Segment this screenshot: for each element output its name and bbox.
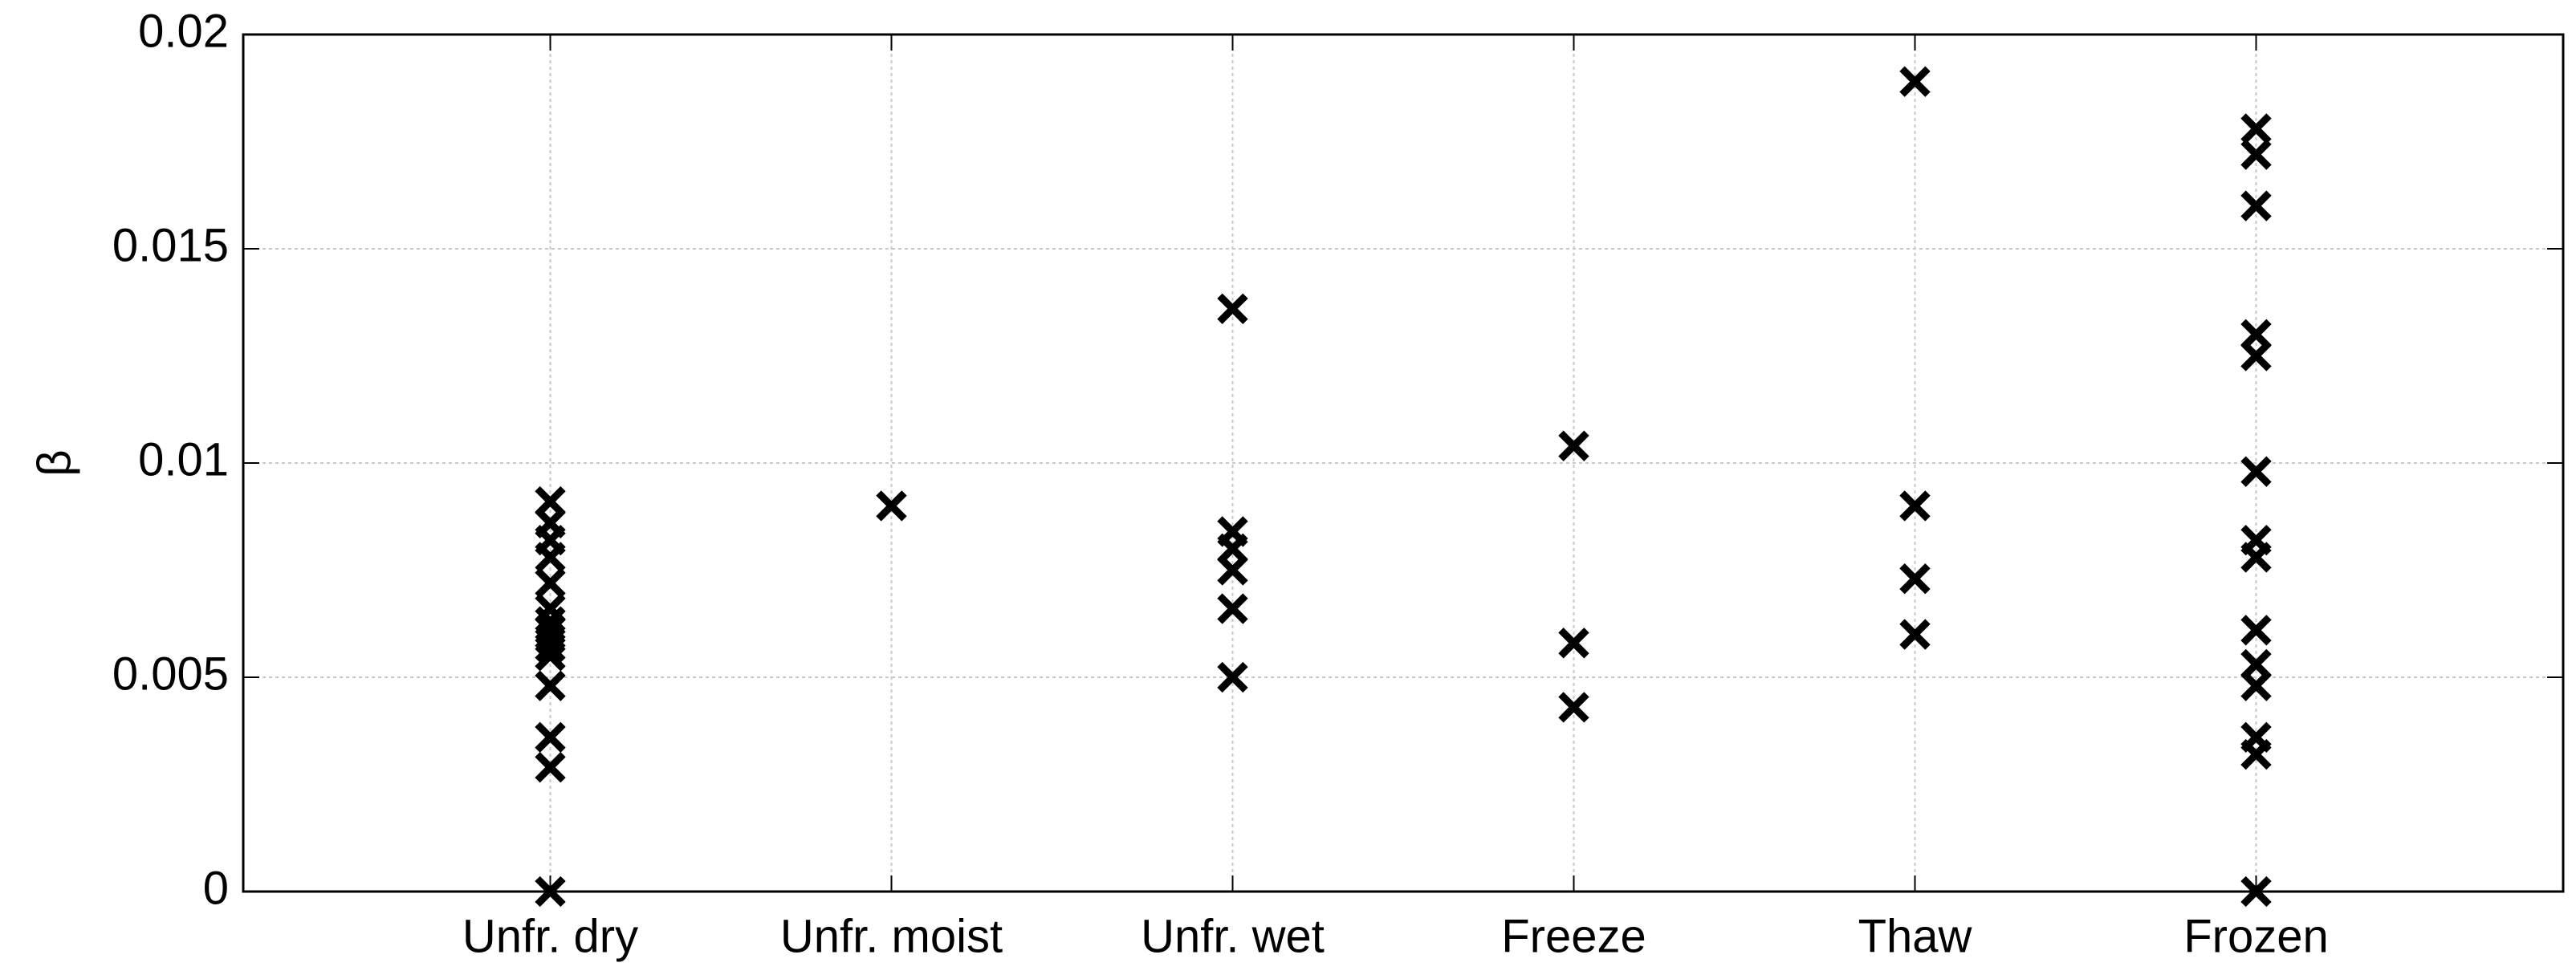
marker [535,542,566,573]
y-tick-label: 0.01 [138,433,229,485]
marker [1899,490,1931,522]
y-axis-label: β [28,449,80,476]
marker [876,490,907,522]
y-tick-label: 0 [203,862,229,914]
marker [1217,593,1248,624]
marker [535,721,566,753]
marker [2240,113,2272,144]
marker [2240,139,2272,170]
marker [535,640,566,672]
x-tick-label: Unfr. moist [780,910,1003,962]
marker [2240,875,2272,908]
plot-frame [242,33,2565,893]
x-tick-label: Unfr. wet [1141,910,1325,962]
marker [2240,542,2272,573]
marker [2240,615,2272,646]
marker [535,751,566,783]
y-tick-label: 0.015 [112,219,229,271]
marker [1899,619,1931,650]
marker [1558,628,1589,659]
marker [2240,456,2272,487]
marker [1558,430,1589,461]
marker [1217,554,1248,586]
x-tick-label: Freeze [1501,910,1646,962]
marker [2240,738,2272,770]
marker [535,632,566,663]
x-tick-label: Thaw [1858,910,1973,962]
marker [1217,293,1248,324]
x-tick-label: Unfr. dry [462,910,638,962]
marker [2240,670,2272,701]
marker [1558,692,1589,723]
marker [535,670,566,701]
marker [2240,190,2272,221]
marker [2240,340,2272,372]
y-tick-label: 0.005 [112,648,229,700]
marker [1217,661,1248,693]
marker [1899,563,1931,595]
y-tick-label: 0.02 [138,5,229,57]
marker [535,567,566,599]
marker [1899,66,1931,97]
x-tick-label: Frozen [2183,910,2329,962]
marker [535,875,566,908]
